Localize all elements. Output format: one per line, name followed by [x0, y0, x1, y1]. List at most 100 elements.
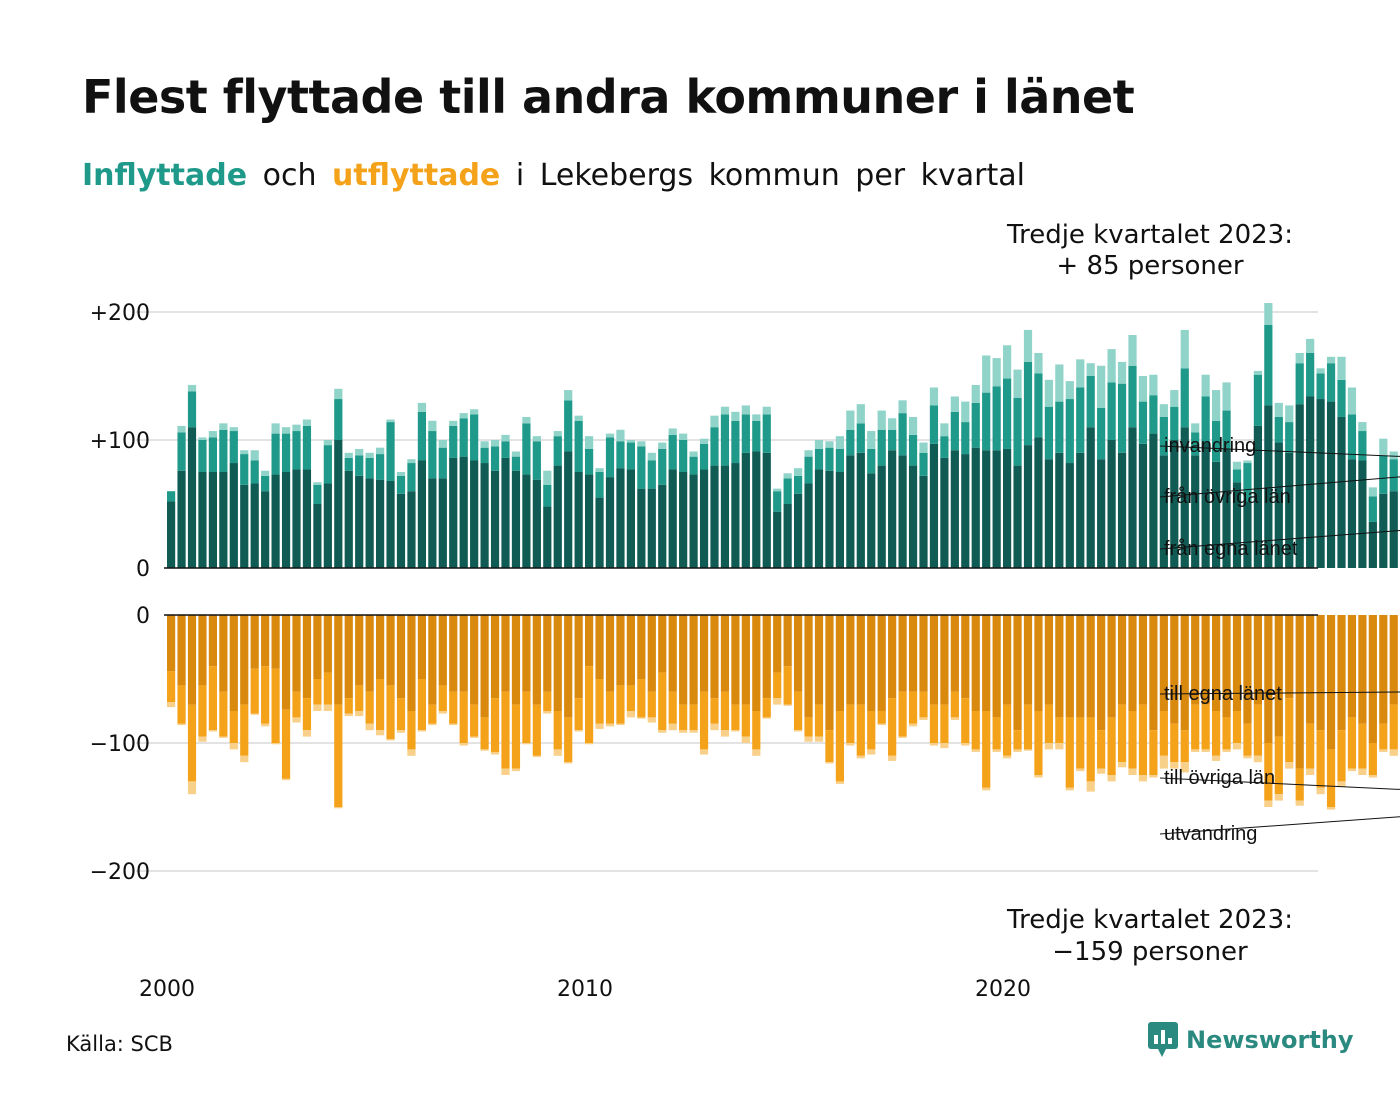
inflow-immigration-bar: [271, 423, 280, 434]
outflow-emigration-bar: [888, 755, 897, 761]
inflow-own-county-bar: [1389, 491, 1398, 568]
inflow-own-county-bar: [752, 451, 761, 568]
outflow-other-counties-bar: [856, 704, 865, 756]
inflow-own-county-bar: [240, 484, 249, 568]
outflow-emigration-bar: [605, 723, 615, 727]
inflow-own-county-bar: [971, 447, 980, 568]
inflow-other-counties-bar: [302, 425, 312, 470]
inflow-immigration-bar: [762, 406, 771, 415]
inflow-immigration-bar: [1117, 361, 1127, 384]
inflow-own-county-bar: [187, 427, 197, 568]
inflow-immigration-bar: [679, 433, 688, 440]
outflow-own-county-bar: [198, 615, 207, 686]
inflow-other-counties-bar: [919, 452, 928, 476]
inflow-immigration-bar: [856, 404, 865, 424]
inflow-own-county-bar: [511, 470, 521, 568]
outflow-own-county-bar: [825, 615, 834, 731]
inflow-other-counties-bar: [846, 429, 855, 456]
inflow-other-counties-bar: [950, 411, 959, 451]
inflow-other-counties-bar: [396, 475, 406, 494]
outflow-own-county-bar: [1306, 615, 1315, 724]
inflow-other-counties-bar: [1264, 324, 1273, 406]
inflow-own-county-bar: [877, 465, 886, 568]
outflow-emigration-bar: [396, 730, 406, 733]
outflow-emigration-bar: [522, 743, 531, 745]
outflow-own-county-bar: [616, 615, 625, 686]
inflow-other-counties-bar: [867, 448, 876, 474]
inflow-other-counties-bar: [741, 414, 750, 453]
inflow-immigration-bar: [814, 440, 824, 449]
inflow-other-counties-bar: [595, 472, 604, 498]
inflow-own-county-bar: [1295, 404, 1304, 568]
inflow-own-county-bar: [229, 463, 238, 568]
outflow-other-counties-bar: [417, 679, 426, 731]
outflow-other-counties-bar: [919, 691, 928, 718]
inflow-immigration-bar: [668, 428, 677, 435]
outflow-emigration-bar: [365, 723, 374, 731]
inflow-other-counties-bar: [1003, 378, 1012, 449]
outflow-emigration-bar: [595, 723, 604, 729]
outflow-emigration-bar: [1170, 762, 1179, 769]
inflow-immigration-bar: [950, 396, 959, 412]
outflow-other-counties-bar: [585, 666, 594, 743]
outflow-emigration-bar: [1243, 755, 1252, 759]
inflow-other-counties-bar: [647, 460, 656, 489]
inflow-own-county-bar: [647, 488, 656, 568]
outflow-other-counties-bar: [1117, 704, 1127, 763]
outflow-other-counties-bar: [281, 709, 291, 779]
outflow-own-county-bar: [271, 615, 280, 669]
outflow-own-county-bar: [929, 615, 939, 705]
inflow-own-county-bar: [1243, 501, 1252, 568]
inflow-other-counties-bar: [731, 420, 740, 464]
inflow-immigration-bar: [490, 440, 500, 447]
outflow-emigration-bar: [1389, 749, 1398, 756]
outflow-own-county-bar: [302, 615, 312, 699]
outflow-other-counties-bar: [888, 698, 897, 756]
outflow-other-counties-bar: [741, 704, 750, 737]
top-series-leader-line: [1159, 476, 1400, 498]
inflow-own-county-bar: [783, 504, 792, 568]
inflow-immigration-bar: [1358, 422, 1367, 432]
inflow-immigration-bar: [595, 468, 604, 472]
outflow-emigration-bar: [240, 755, 249, 763]
inflow-other-counties-bar: [365, 457, 374, 479]
outflow-other-counties-bar: [731, 704, 740, 731]
inflow-immigration-bar: [1253, 370, 1262, 375]
inflow-own-county-bar: [668, 469, 677, 568]
inflow-other-counties-bar: [814, 448, 824, 470]
outflow-other-counties-bar: [1306, 723, 1315, 769]
outflow-own-county-bar: [1274, 615, 1283, 737]
outflow-own-county-bar: [1034, 615, 1043, 711]
inflow-own-county-bar: [1149, 433, 1158, 568]
inflow-immigration-bar: [877, 410, 886, 430]
inflow-immigration-bar: [522, 416, 531, 424]
top-callout-line1: Tredje kvartalet 2023:: [1006, 220, 1293, 250]
migration-chart: +200 +100 0 0 −100 −200 Tredje kvartalet 2023:…: [90, 220, 1400, 1000]
inflow-own-county-bar: [522, 474, 531, 568]
inflow-immigration-bar: [543, 470, 552, 485]
outflow-emigration-bar: [470, 736, 479, 738]
inflow-own-county-bar: [940, 457, 949, 568]
inflow-own-county-bar: [219, 472, 228, 568]
outflow-own-county-bar: [187, 615, 197, 705]
outflow-own-county-bar: [1159, 615, 1168, 711]
outflow-own-county-bar: [1170, 615, 1179, 724]
outflow-emigration-bar: [773, 698, 782, 705]
inflow-own-county-bar: [470, 460, 479, 568]
outflow-own-county-bar: [720, 615, 730, 692]
outflow-own-county-bar: [1013, 615, 1022, 731]
outflow-own-county-bar: [1191, 615, 1200, 705]
inflow-own-county-bar: [208, 472, 217, 568]
inflow-own-county-bar: [908, 465, 918, 568]
outflow-own-county-bar: [459, 615, 468, 692]
outflow-own-county-bar: [731, 615, 740, 705]
inflow-immigration-bar: [1243, 460, 1252, 464]
outflow-other-counties-bar: [365, 691, 374, 724]
outflow-other-counties-bar: [428, 704, 437, 724]
inflow-immigration-bar: [365, 452, 374, 458]
outflow-own-county-bar: [1379, 615, 1388, 724]
outflow-own-county-bar: [177, 615, 186, 686]
inflow-immigration-bar: [240, 450, 249, 455]
inflow-other-counties-bar: [553, 436, 562, 466]
outflow-own-county-bar: [417, 615, 426, 679]
